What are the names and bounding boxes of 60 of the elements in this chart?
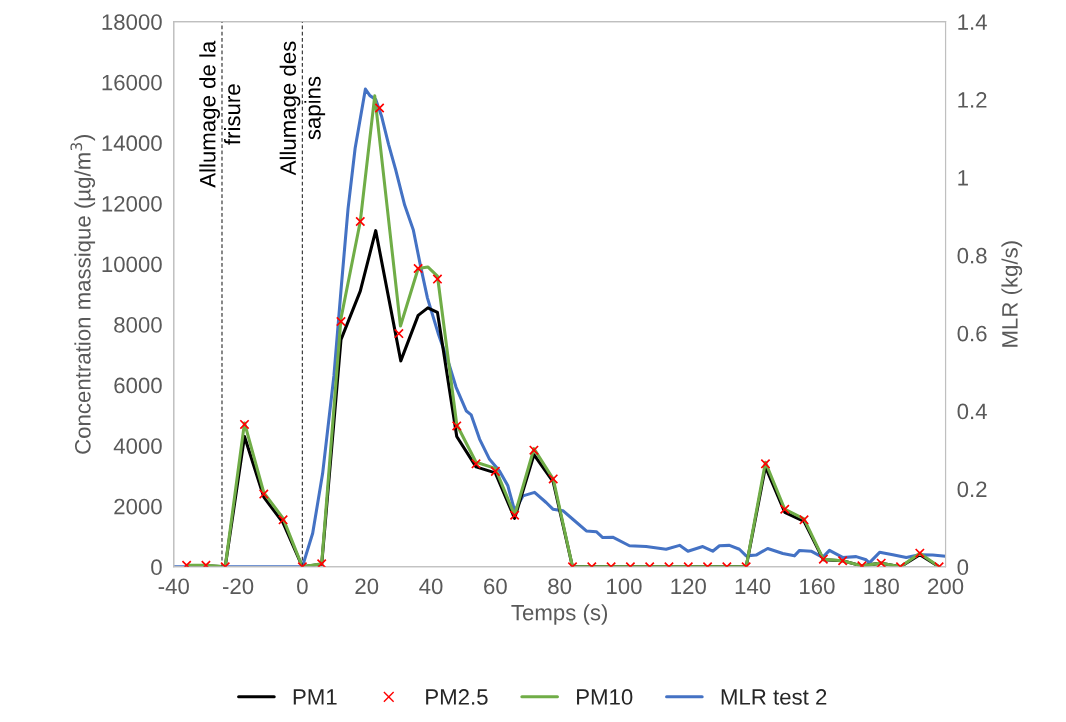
y2-tick-label: 0.4 <box>957 403 987 420</box>
x-tick-label: 160 <box>800 578 835 595</box>
point <box>278 514 289 525</box>
point <box>335 316 346 327</box>
point <box>528 445 539 456</box>
x-tick-label: 0 <box>297 578 308 595</box>
point <box>451 420 462 431</box>
x-tick-label: 40 <box>419 578 443 595</box>
y2-tick-label: 1 <box>958 170 968 186</box>
x-tick-label: 120 <box>671 578 706 595</box>
y-tick-label: 16000 <box>102 74 162 91</box>
x-tick-label: 60 <box>484 578 507 595</box>
y-axis-title: Concentration massique (µg/m$^{3}$) <box>70 135 96 454</box>
point <box>432 274 443 285</box>
point <box>393 328 404 339</box>
point <box>509 510 520 521</box>
legend-label: PM10 <box>577 689 633 705</box>
y2-tick-label: 0.6 <box>957 325 987 342</box>
x-tick-label: 140 <box>735 578 771 595</box>
x-tick-label: 100 <box>607 578 642 595</box>
y2-axis-title: MLR (kg/s) <box>1001 241 1023 347</box>
x-tick-label: 20 <box>355 578 379 595</box>
y-tick-label: 12000 <box>102 195 162 212</box>
ref-line-label: Allumage de la frisure <box>199 40 241 188</box>
point <box>355 216 366 227</box>
x-tick-label: -40 <box>158 578 189 595</box>
y2-tick-label: 0.8 <box>957 247 987 264</box>
y2-tick-label: 1.2 <box>958 92 987 108</box>
point <box>471 458 482 469</box>
y-tick-label: 18000 <box>102 14 162 30</box>
point <box>316 558 327 567</box>
y-tick-label: 14000 <box>102 135 162 152</box>
point <box>239 419 250 430</box>
y-tick-label: 10000 <box>102 256 162 273</box>
x-axis-title: Temps (s) <box>511 604 608 625</box>
y-tick-label: 6000 <box>114 377 162 394</box>
x-tick-label: -20 <box>223 578 254 595</box>
y-tick-label: 4000 <box>113 438 162 454</box>
y-tick-label: 2000 <box>114 498 162 515</box>
x-tick-label: 200 <box>928 578 964 595</box>
point <box>837 555 848 566</box>
y2-tick-label: 0 <box>957 559 969 576</box>
point <box>876 558 887 567</box>
y2-tick-label: 0.2 <box>957 481 987 498</box>
x-tick-label: 180 <box>864 578 899 595</box>
point <box>413 263 424 274</box>
point <box>490 466 501 477</box>
y2-tick-label: 1.4 <box>958 14 987 30</box>
point <box>760 458 771 469</box>
legend-label: MLR test 2 <box>721 689 827 705</box>
y-tick-label: 8000 <box>114 317 162 333</box>
legend-label: PM2.5 <box>426 689 488 705</box>
x-tick-label: 80 <box>548 578 572 595</box>
point <box>799 514 810 525</box>
point <box>779 504 790 515</box>
point <box>548 473 559 484</box>
ref-line-label: Allumage des sapins <box>279 41 326 176</box>
legend-label: PM1 <box>293 689 337 705</box>
y-tick-label: 0 <box>151 559 162 576</box>
point <box>258 489 269 500</box>
